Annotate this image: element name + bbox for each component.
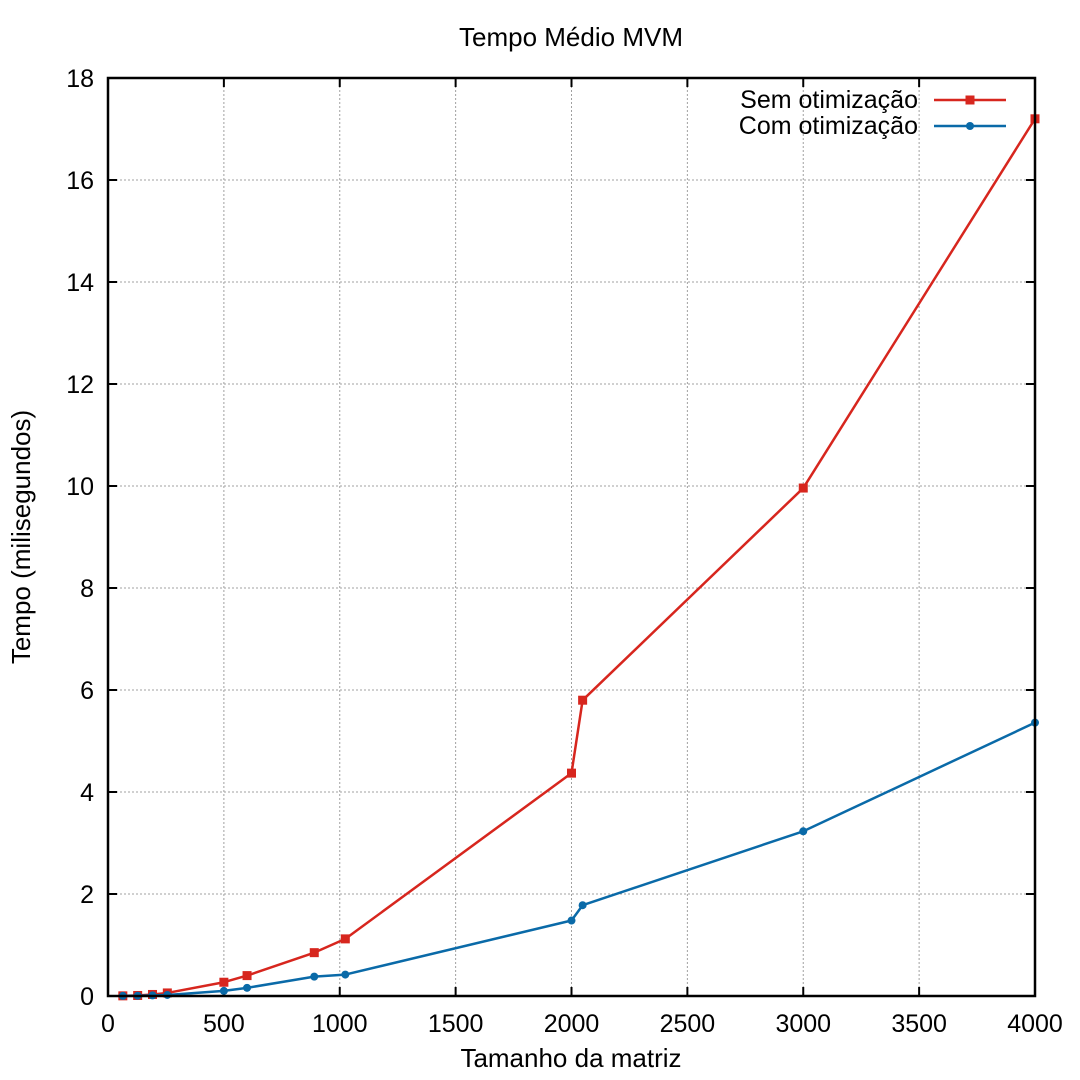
data-point (340, 934, 350, 944)
y-tick-label: 12 (66, 371, 94, 399)
y-tick-label: 10 (66, 473, 94, 501)
x-tick-label: 2000 (544, 1010, 600, 1038)
data-point (243, 983, 252, 992)
y-tick-label: 8 (80, 575, 94, 603)
x-tick-label: 500 (203, 1010, 245, 1038)
x-tick-label: 3500 (891, 1010, 947, 1038)
y-tick-label: 18 (66, 65, 94, 93)
x-axis-label: Tamanho da matriz (460, 1043, 681, 1073)
legend-label: Com otimização (739, 112, 918, 140)
x-tick-label: 1500 (428, 1010, 484, 1038)
chart-title: Tempo Médio MVM (459, 22, 683, 52)
y-tick-label: 4 (80, 779, 94, 807)
data-point (310, 972, 319, 981)
series-com-otimizacao (118, 718, 1039, 1000)
legend-swatch-marker (966, 122, 974, 130)
y-tick-label: 2 (80, 881, 94, 909)
data-point (219, 977, 229, 987)
tick-labels: 0 500 1000 1500 2000 2500 3000 3500 4000 0 2 4 6 8 10 1… (66, 65, 1063, 1038)
y-tick-label: 16 (66, 167, 94, 195)
y-tick-label: 0 (80, 983, 94, 1011)
x-tick-label: 2500 (660, 1010, 716, 1038)
x-tick-label: 0 (101, 1010, 115, 1038)
data-point (242, 971, 252, 981)
series-line (122, 721, 1036, 998)
x-tick-label: 1000 (312, 1010, 368, 1038)
y-tick-label: 14 (66, 269, 94, 297)
y-axis-label: Tempo (milisegundos) (6, 410, 36, 664)
data-point (219, 986, 228, 995)
data-point (567, 768, 576, 778)
data-point (798, 483, 808, 493)
x-tick-label: 3000 (775, 1010, 831, 1038)
data-point (578, 901, 587, 910)
data-point (578, 695, 588, 705)
series-line (122, 118, 1037, 998)
data-point (341, 970, 350, 979)
data-point (309, 948, 319, 958)
plot-frame (106, 76, 1037, 998)
legend-swatch-marker (965, 95, 975, 105)
series-layer (118, 114, 1040, 1001)
data-point (567, 916, 576, 925)
grid-lines (108, 78, 1035, 996)
series-sem-otimizacao (118, 114, 1040, 1001)
y-tick-label: 6 (80, 677, 94, 705)
x-tick-label: 4000 (1007, 1010, 1063, 1038)
legend-label: Sem otimização (740, 86, 918, 114)
data-point (799, 827, 808, 836)
